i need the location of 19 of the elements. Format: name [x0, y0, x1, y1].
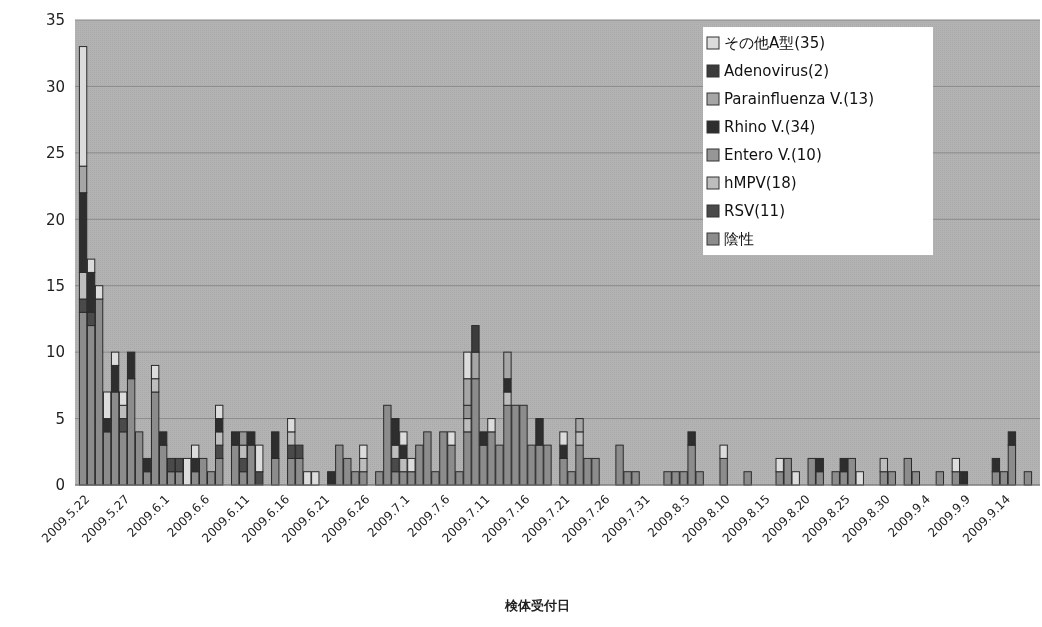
x-axis-title: 検体受付日 [504, 598, 570, 613]
legend-label: Entero V.(10) [724, 146, 822, 165]
y-tick-label: 10 [45, 343, 65, 362]
y-tick-label: 35 [45, 11, 65, 30]
y-tick-label: 15 [45, 276, 65, 295]
y-tick-label: 5 [55, 409, 65, 428]
legend-label: hMPV(18) [724, 174, 797, 193]
legend-label: RSV(11) [724, 202, 785, 221]
y-tick-label: 0 [55, 476, 65, 495]
legend-label: Rhino V.(34) [724, 118, 816, 137]
y-tick-label: 20 [45, 210, 65, 229]
legend-label: Adenovirus(2) [724, 62, 830, 81]
y-tick-label: 25 [45, 144, 65, 163]
legend-label: その他A型(35) [724, 34, 826, 53]
bar [935, 471, 945, 486]
legend-label: 陰性 [724, 230, 754, 249]
legend-label: Parainfluenza V.(13) [724, 90, 875, 109]
bar [743, 471, 752, 486]
y-tick-label: 30 [45, 77, 65, 96]
